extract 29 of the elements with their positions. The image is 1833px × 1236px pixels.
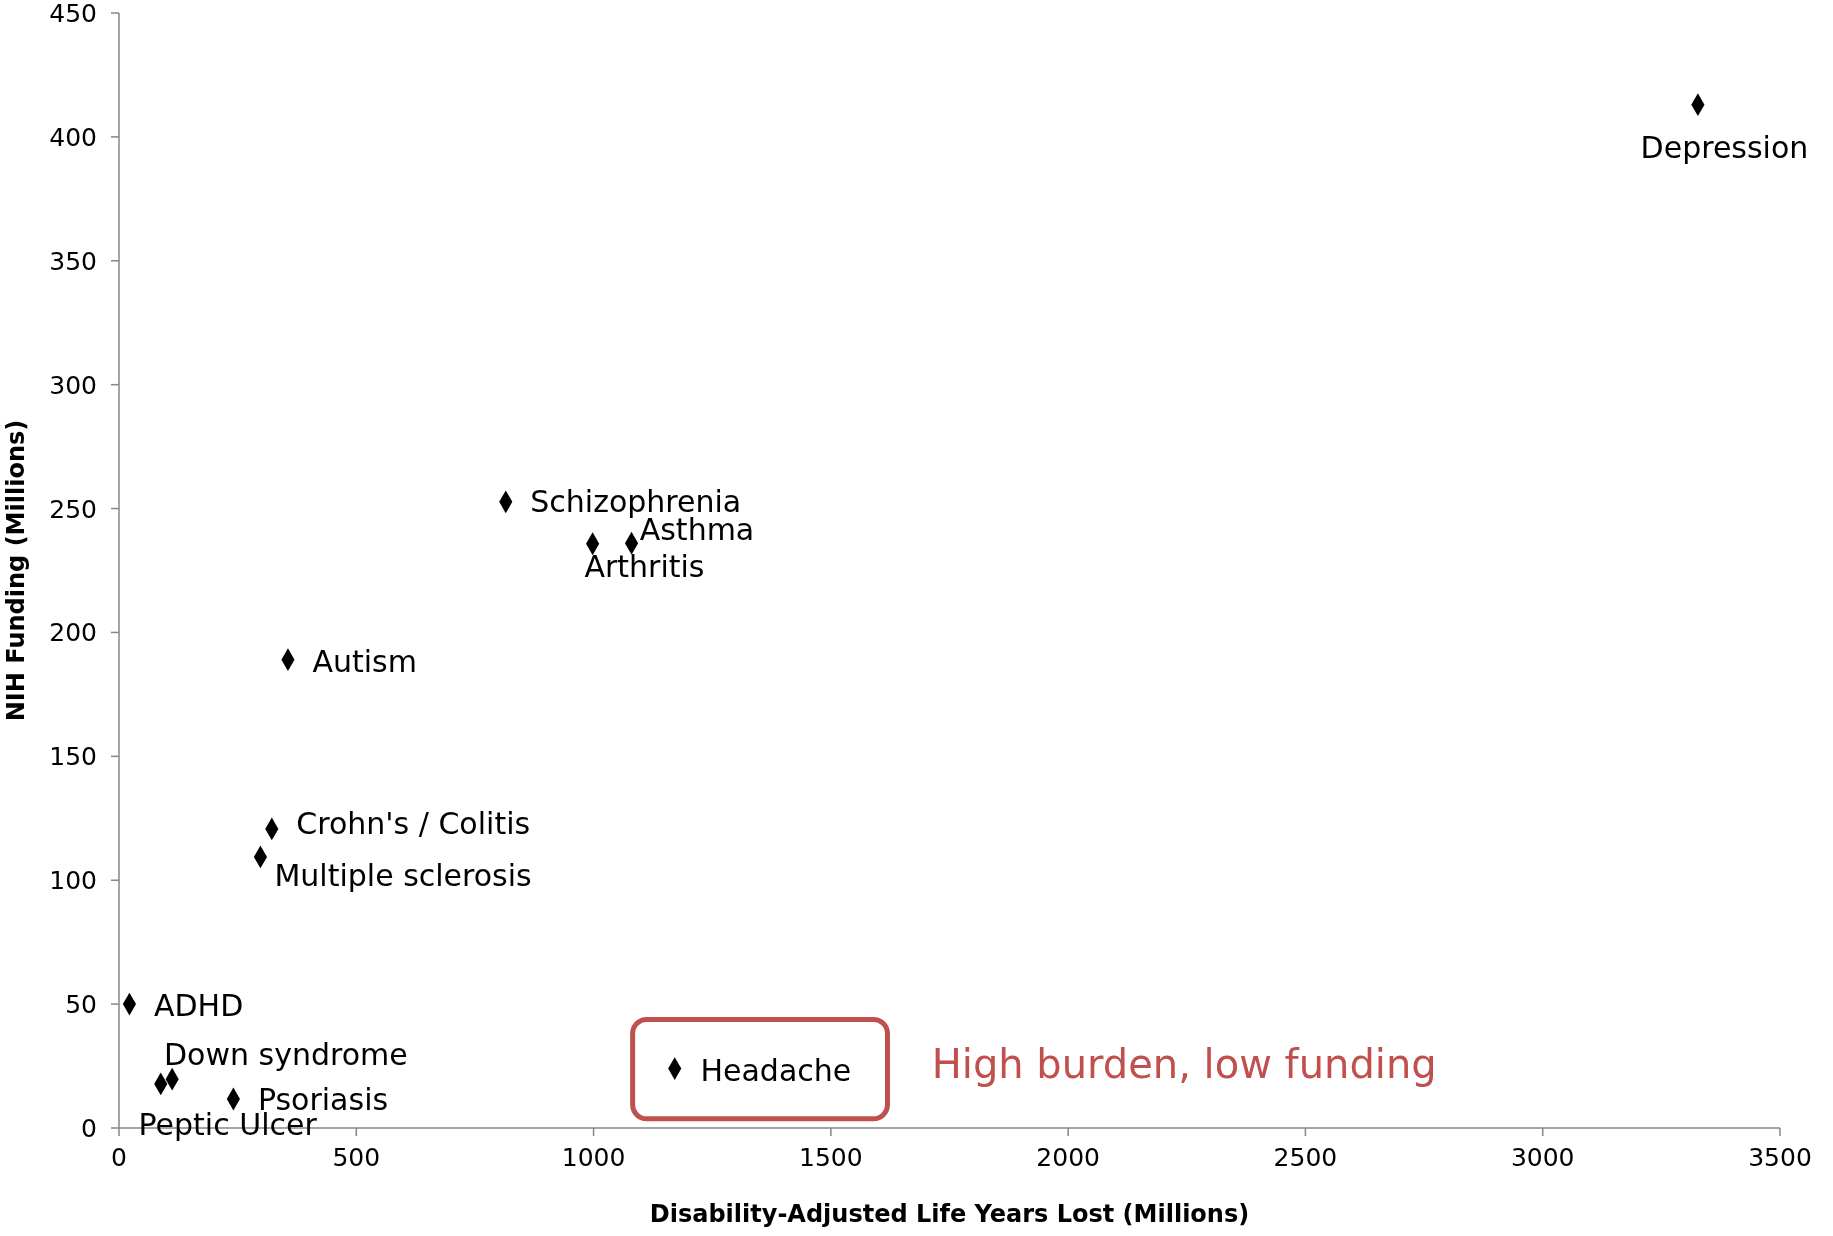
y-tick-label: 200 <box>49 618 97 648</box>
x-tick-label: 3500 <box>1748 1143 1812 1172</box>
x-tick-label: 2000 <box>1036 1143 1100 1172</box>
y-axis-title: NIH Funding (Millions) <box>2 419 30 722</box>
annotation: Autism <box>312 644 417 680</box>
annotation: Crohn's / Colitis <box>296 806 531 842</box>
annotation: Depression <box>1640 129 1809 165</box>
annotation: Arthritis <box>584 549 705 585</box>
y-tick-label: 50 <box>65 990 97 1020</box>
y-tick-label: 400 <box>49 122 97 152</box>
y-tick-label: 250 <box>49 494 97 524</box>
y-tick-label: 450 <box>49 0 97 28</box>
y-tick-label: 350 <box>49 246 97 276</box>
x-tick-label: 500 <box>332 1143 381 1172</box>
annotation: High burden, low funding <box>931 1040 1437 1087</box>
x-tick-label: 1500 <box>799 1143 863 1172</box>
annotation: Headache <box>700 1052 852 1088</box>
annotation: Down syndrome <box>163 1036 408 1072</box>
x-tick-label: 1000 <box>561 1143 626 1172</box>
y-tick-label: 150 <box>49 742 97 772</box>
x-tick-label: 0 <box>111 1143 127 1172</box>
y-tick-label: 300 <box>49 370 97 400</box>
x-tick-label: 3000 <box>1510 1143 1575 1172</box>
y-tick-label: 100 <box>49 866 97 896</box>
x-tick-label: 2500 <box>1273 1143 1338 1172</box>
y-tick-label: 0 <box>81 1114 97 1143</box>
x-axis-title: Disability-Adjusted Life Years Lost (Millions) <box>649 1200 1250 1228</box>
annotation: ADHD <box>153 988 244 1024</box>
annotation: Multiple sclerosis <box>274 857 532 893</box>
